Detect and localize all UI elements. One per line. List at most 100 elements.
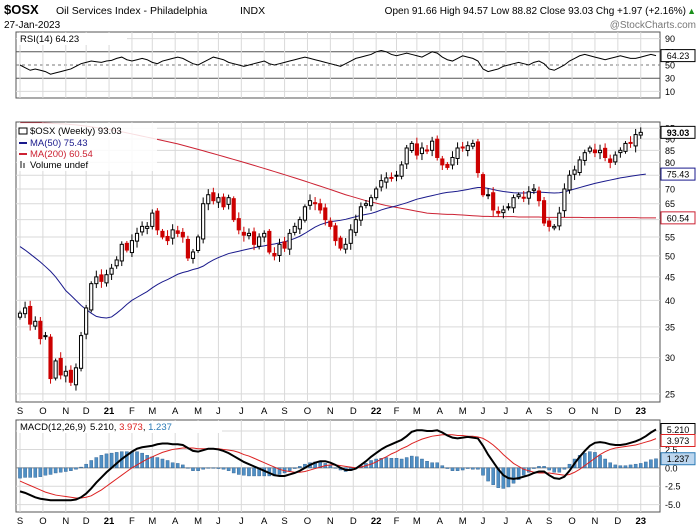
price-candles (17, 127, 643, 391)
macd-hist-bar (654, 458, 658, 469)
macd-hist-bar (79, 466, 83, 469)
macd-hist-bar (618, 465, 623, 469)
x-axis-label: 21 (104, 406, 115, 417)
price-legend-volume: Volume undef (30, 160, 88, 171)
macd-hist-bar (84, 463, 88, 469)
rsi-tick-label: 50 (665, 61, 675, 71)
price-tick-label: 65 (665, 199, 675, 209)
macd-hist-bar (537, 466, 541, 469)
price-candle (43, 331, 48, 340)
price-tick-label: 40 (665, 296, 675, 306)
macd-hist-bar (435, 462, 439, 469)
price-candle (211, 187, 216, 205)
price-candle (206, 189, 211, 211)
price-candle (251, 227, 257, 251)
price-candle (58, 352, 63, 380)
price-tick-label: 70 (665, 184, 675, 194)
macd-hist-bar (104, 453, 109, 469)
price-candle (328, 217, 333, 230)
price-candle (557, 206, 562, 231)
rsi-panel: 9070503010 64.23 RSI(14) 64.23 (15, 31, 696, 99)
price-candle (99, 269, 104, 288)
price-candle (562, 183, 567, 218)
price-candle (236, 212, 241, 235)
price-candle (155, 208, 160, 235)
price-candle (338, 235, 343, 251)
price-candle (419, 142, 425, 161)
price-candle (201, 197, 206, 244)
price-candle (33, 316, 38, 330)
price-candle (394, 170, 399, 182)
x-axis-label: 22 (371, 516, 382, 527)
price-candle (140, 221, 145, 236)
x-axis-label: M (148, 406, 156, 417)
rsi-legend: RSI(14) 64.23 (20, 34, 79, 45)
price-last-box: 60.54 (660, 211, 696, 225)
ohlc-readout: Open 91.66 High 94.57 Low 88.82 Close 93… (385, 6, 686, 17)
price-candle (333, 222, 338, 246)
macd-hist-bar (298, 466, 302, 469)
price-last-label: 60.54 (667, 213, 690, 223)
price-legend-bg (17, 123, 157, 171)
price-candle (160, 228, 165, 240)
x-axis-label: D (83, 516, 90, 527)
price-tick-label: 55 (665, 232, 675, 242)
price-candle (409, 141, 414, 153)
volume-legend-icon (20, 161, 22, 168)
macd-hist-bar (501, 467, 506, 489)
price-candle (307, 194, 313, 210)
price-candle (623, 141, 628, 154)
price-candle (185, 235, 190, 262)
macd-last-label: 5.210 (667, 425, 690, 435)
macd-hist-bar (394, 458, 399, 469)
x-axis-label: 23 (635, 516, 646, 527)
price-candle (150, 209, 155, 230)
macd-hist-bar (425, 461, 429, 469)
macd-hist-bar (160, 458, 165, 469)
macd-hist-bar (48, 467, 53, 475)
price-candle (475, 138, 480, 178)
macd-hist-bar (374, 458, 378, 469)
price-candle (592, 143, 598, 158)
price-candle (17, 310, 23, 320)
x-axis-label: A (437, 516, 444, 527)
macd-hist-bar (471, 467, 475, 470)
macd-hist-bar (175, 463, 180, 469)
x-axis-label: M (413, 406, 421, 417)
macd-hist-bar (43, 467, 48, 476)
macd-hist-bar (557, 467, 562, 473)
price-candle (302, 204, 308, 223)
price-candle (28, 300, 33, 331)
macd-hist-bar (552, 467, 557, 473)
price-last-label: 93.03 (667, 128, 690, 138)
macd-hist-bar (150, 456, 155, 469)
price-candle (287, 229, 292, 255)
macd-hist-bar (562, 467, 567, 470)
chart-header: $OSX Oil Services Index - Philadelphia I… (4, 2, 696, 31)
x-axis-label: O (304, 516, 311, 527)
macd-hist-bar (247, 467, 251, 477)
price-candle (516, 192, 521, 200)
stockcharts-watermark: @StockCharts.com (610, 20, 696, 31)
macd-hist-bar (165, 460, 170, 469)
price-candle (175, 225, 180, 238)
macd-hist-bar (582, 452, 587, 469)
macd-hist-bar (588, 451, 592, 469)
macd-tick-label: -5.0 (665, 500, 681, 510)
x-axis-label: A (261, 516, 268, 527)
macd-line (19, 428, 657, 502)
macd-tick-label: 2.5 (665, 445, 678, 455)
price-candle (536, 186, 542, 207)
macd-hist-bar (226, 467, 231, 471)
macd-hist-bar (130, 451, 134, 469)
macd-hist-bar (649, 459, 653, 469)
x-axis-label: O (568, 516, 575, 527)
x-axis-label: D (614, 406, 621, 417)
macd-hist-bar (603, 458, 607, 469)
x-axis-label: A (437, 406, 444, 417)
x-axis-label: O (39, 516, 46, 527)
price-tick-label: 30 (665, 353, 675, 363)
macd-legend-bg (17, 421, 222, 433)
